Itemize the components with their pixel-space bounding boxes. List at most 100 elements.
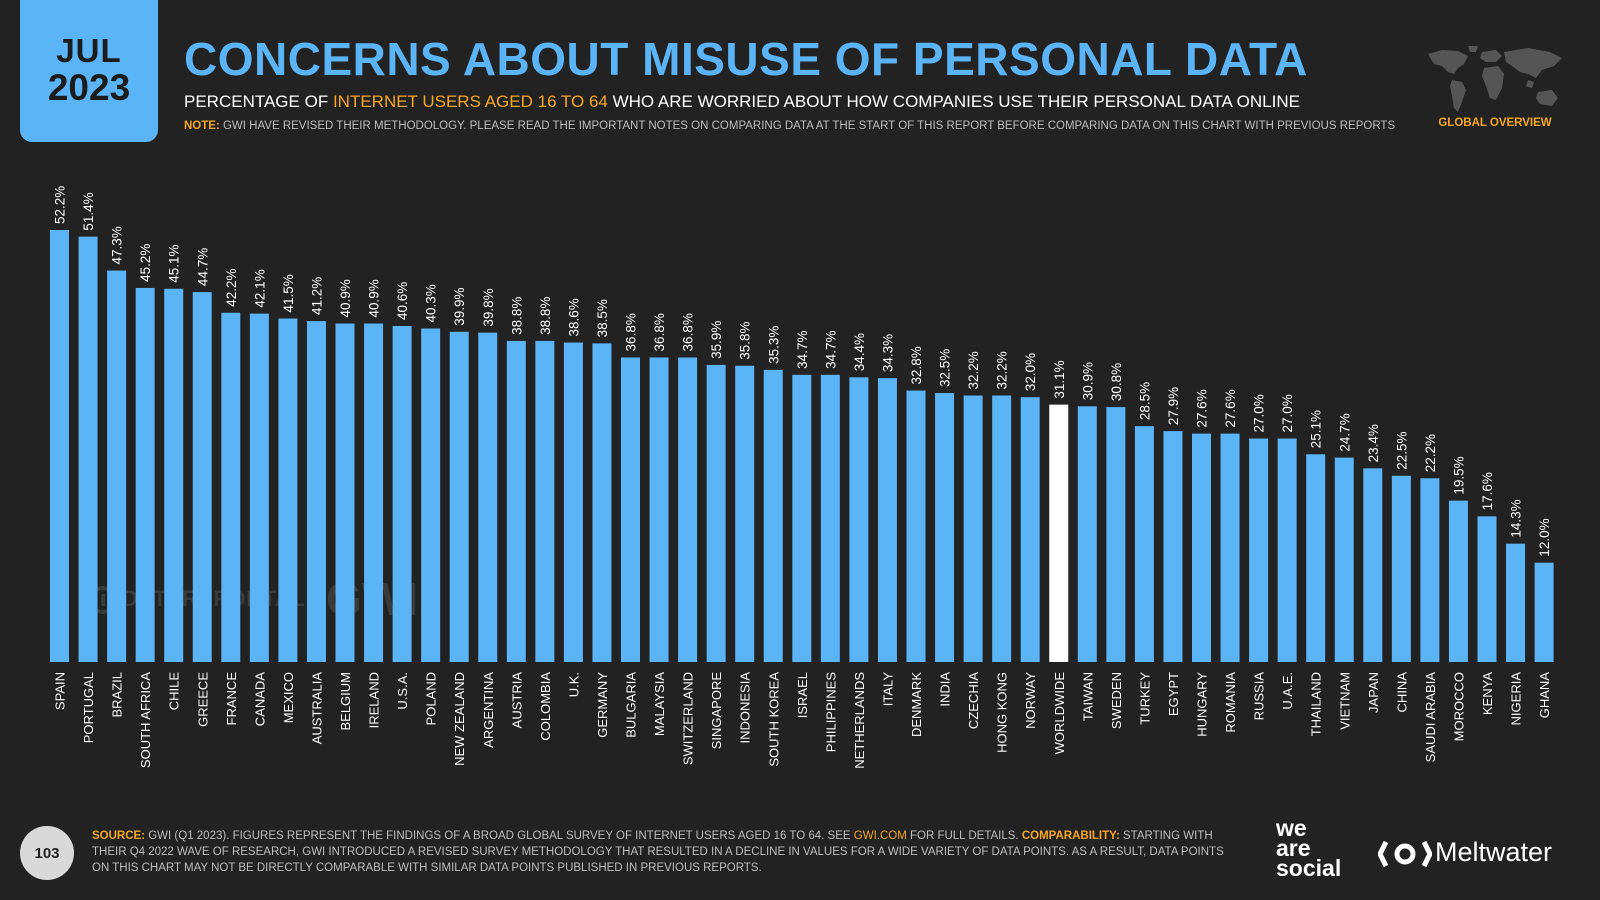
- bar-czechia: [963, 395, 983, 662]
- source-link[interactable]: GWI.COM: [853, 830, 907, 842]
- subtitle-highlight: INTERNET USERS AGED 16 TO 64: [332, 92, 608, 111]
- value-label-portugal: 51.4%: [81, 192, 96, 230]
- value-label-taiwan: 30.9%: [1080, 362, 1095, 400]
- bar-italy: [877, 378, 897, 662]
- page-number: 103: [20, 826, 74, 880]
- bar-canada: [249, 313, 269, 662]
- bar-ireland: [364, 323, 384, 662]
- value-label-u-s-a: 40.6%: [395, 282, 410, 320]
- category-label-morocco: MOROCCO: [1451, 672, 1466, 741]
- category-label-switzerland: SWITZERLAND: [681, 672, 696, 765]
- bar-china: [1391, 475, 1411, 662]
- date-badge: JUL 2023: [20, 0, 158, 142]
- bar-france: [221, 312, 241, 662]
- source-label: SOURCE:: [92, 830, 146, 842]
- category-label-france: FRANCE: [224, 672, 239, 726]
- subtitle-pre: PERCENTAGE OF: [184, 92, 333, 111]
- category-label-colombia: COLOMBIA: [538, 672, 553, 741]
- value-label-south-africa: 45.2%: [138, 244, 153, 282]
- bar-hong-kong: [992, 395, 1012, 662]
- bar-sweden: [1106, 407, 1126, 662]
- bar-morocco: [1448, 500, 1468, 662]
- category-label-sweden: SWEDEN: [1109, 672, 1124, 729]
- value-label-turkey: 28.5%: [1137, 382, 1152, 420]
- category-label-portugal: PORTUGAL: [81, 672, 96, 743]
- methodology-note: NOTE: GWI HAVE REVISED THEIR METHODOLOGY…: [184, 120, 1395, 132]
- bar-ghana: [1534, 562, 1554, 662]
- bar-south-africa: [135, 287, 155, 662]
- value-label-italy: 34.3%: [880, 334, 895, 372]
- value-label-saudi-arabia: 22.2%: [1423, 434, 1438, 472]
- value-label-canada: 42.1%: [252, 269, 267, 307]
- world-map-icon: [1428, 46, 1562, 112]
- category-label-taiwan: TAIWAN: [1080, 672, 1095, 721]
- we-are-social-logo: we are social: [1276, 817, 1342, 881]
- value-label-u-k: 38.6%: [566, 298, 581, 336]
- meltwater-logo: Meltwater: [1435, 837, 1553, 867]
- value-label-ghana: 12.0%: [1537, 518, 1552, 556]
- bar-colombia: [535, 340, 555, 662]
- value-label-china: 22.5%: [1394, 432, 1409, 470]
- category-label-ghana: GHANA: [1537, 672, 1552, 719]
- bar-chart: 52.2% SPAIN 51.4% PORTUGAL 47.3% BRAZIL 45.2% S…: [50, 186, 1554, 769]
- value-label-egypt: 27.9%: [1166, 387, 1181, 425]
- value-label-colombia: 38.8%: [538, 297, 553, 335]
- category-label-hungary: HUNGARY: [1195, 672, 1210, 737]
- bar-thailand: [1306, 454, 1326, 662]
- bar-south-korea: [763, 369, 783, 662]
- category-label-netherlands: NETHERLANDS: [852, 672, 867, 769]
- category-label-u-s-a: U.S.A.: [395, 672, 410, 710]
- value-label-japan: 23.4%: [1366, 424, 1381, 462]
- category-label-canada: CANADA: [252, 672, 267, 727]
- category-label-israel: ISRAEL: [795, 672, 810, 718]
- category-label-denmark: DENMARK: [909, 672, 924, 737]
- category-label-norway: NORWAY: [1023, 672, 1038, 729]
- value-label-nigeria: 14.3%: [1509, 499, 1524, 537]
- note-text: GWI HAVE REVISED THEIR METHODOLOGY. PLEA…: [219, 120, 1396, 132]
- category-label-indonesia: INDONESIA: [738, 672, 753, 744]
- value-label-morocco: 19.5%: [1451, 456, 1466, 494]
- value-label-indonesia: 35.8%: [738, 321, 753, 359]
- badge-month: JUL: [56, 32, 122, 70]
- bar-chile: [164, 288, 184, 662]
- bar-argentina: [478, 332, 498, 662]
- category-label-bulgaria: BULGARIA: [624, 672, 639, 738]
- category-label-chile: CHILE: [167, 672, 182, 711]
- value-label-sweden: 30.8%: [1109, 363, 1124, 401]
- category-label-u-k: U.K.: [566, 672, 581, 697]
- category-label-philippines: PHILIPPINES: [823, 672, 838, 753]
- category-label-turkey: TURKEY: [1137, 672, 1152, 725]
- value-label-bulgaria: 36.8%: [624, 313, 639, 351]
- bar-netherlands: [849, 377, 869, 662]
- value-label-australia: 41.2%: [309, 277, 324, 315]
- category-label-brazil: BRAZIL: [110, 672, 125, 718]
- category-label-kenya: KENYA: [1480, 672, 1495, 715]
- comparability-label: COMPARABILITY:: [1021, 830, 1120, 842]
- badge-year: 2023: [47, 66, 131, 108]
- value-label-vietnam: 24.7%: [1337, 413, 1352, 451]
- value-label-malaysia: 36.8%: [652, 313, 667, 351]
- category-label-belgium: BELGIUM: [338, 672, 353, 731]
- value-label-south-korea: 35.3%: [766, 326, 781, 364]
- value-label-belgium: 40.9%: [338, 279, 353, 317]
- bar-egypt: [1163, 431, 1183, 662]
- value-label-india: 32.5%: [938, 349, 953, 387]
- bar-worldwide: [1049, 404, 1069, 662]
- category-label-malaysia: MALAYSIA: [652, 672, 667, 736]
- value-label-new-zealand: 39.9%: [452, 288, 467, 326]
- source-note: SOURCE: GWI (Q1 2023). FIGURES REPRESENT…: [92, 828, 1237, 876]
- bar-romania: [1220, 433, 1240, 662]
- comparability-text: STARTING WITH THEIR Q4 2022 WAVE OF RESE…: [92, 830, 1224, 874]
- value-label-u-a-e: 27.0%: [1280, 394, 1295, 432]
- category-label-saudi-arabia: SAUDI ARABIA: [1423, 672, 1438, 763]
- value-label-philippines: 34.7%: [823, 331, 838, 369]
- category-label-ireland: IRELAND: [367, 672, 382, 728]
- bar-india: [935, 393, 955, 662]
- bar-singapore: [706, 364, 726, 662]
- logo-line-3: social: [1276, 855, 1342, 881]
- value-label-norway: 32.0%: [1023, 353, 1038, 391]
- bar-spain: [50, 230, 69, 662]
- bar-hungary: [1192, 433, 1211, 662]
- note-label: NOTE:: [184, 120, 220, 132]
- category-label-italy: ITALY: [880, 672, 895, 707]
